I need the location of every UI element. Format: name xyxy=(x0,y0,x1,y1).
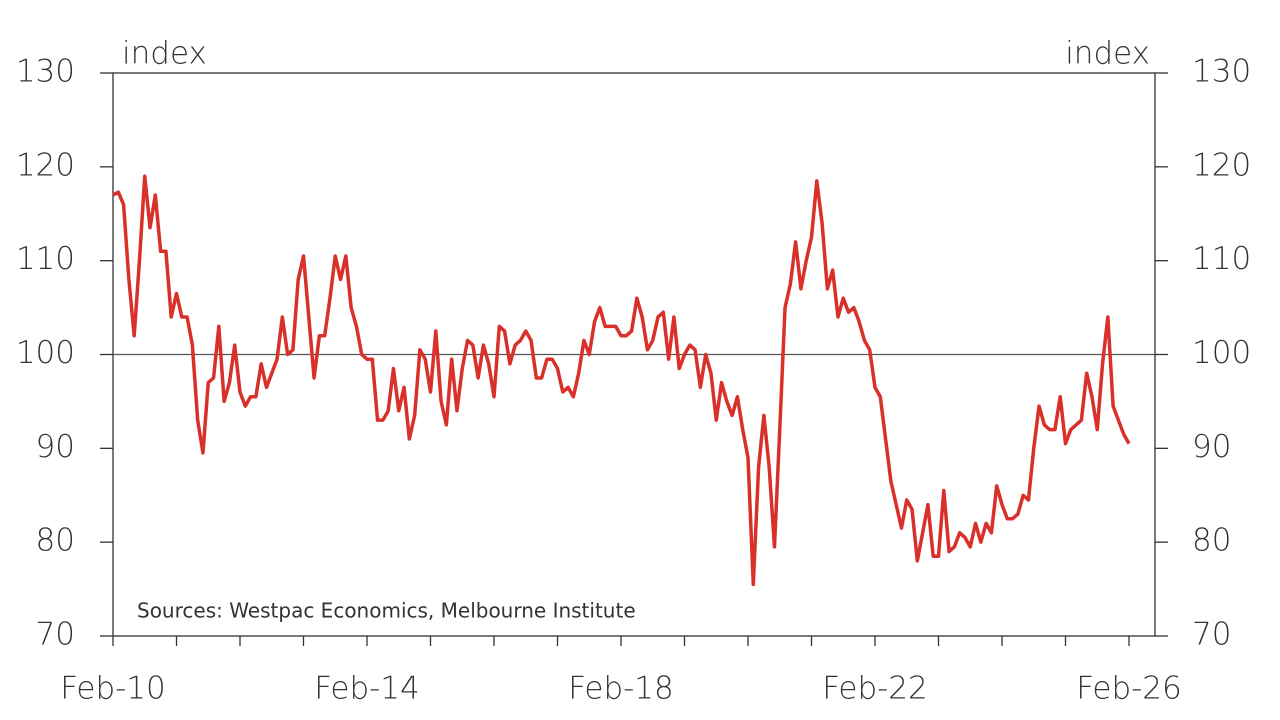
x-tick-label: Feb-26 xyxy=(1076,671,1182,707)
x-tick-label: Feb-14 xyxy=(314,671,420,707)
y-tick-label: 70 xyxy=(36,617,75,653)
source-note: Sources: Westpac Economics, Melbourne In… xyxy=(137,599,636,623)
y2-tick-label: 120 xyxy=(1192,147,1251,183)
y2-tick-label: 90 xyxy=(1192,429,1231,465)
y2-tick-label: 110 xyxy=(1192,241,1251,277)
y-tick-label: 110 xyxy=(16,241,75,277)
x-tick-label: Feb-22 xyxy=(822,671,928,707)
y-tick-label: 90 xyxy=(36,429,75,465)
y-tick-label: 80 xyxy=(36,523,75,559)
y-tick-label: 100 xyxy=(16,335,75,371)
y2-tick-label: 80 xyxy=(1192,523,1231,559)
left-axis-label: index xyxy=(122,36,207,72)
right-axis-label: index xyxy=(1065,36,1150,72)
y2-tick-label: 130 xyxy=(1192,54,1251,90)
y-tick-label: 130 xyxy=(16,54,75,90)
y-tick-label: 120 xyxy=(16,147,75,183)
y2-tick-label: 70 xyxy=(1192,617,1231,653)
x-tick-label: Feb-18 xyxy=(568,671,674,707)
y2-tick-label: 100 xyxy=(1192,335,1251,371)
data-line xyxy=(112,174,1131,587)
x-tick-label: Feb-10 xyxy=(60,671,166,707)
